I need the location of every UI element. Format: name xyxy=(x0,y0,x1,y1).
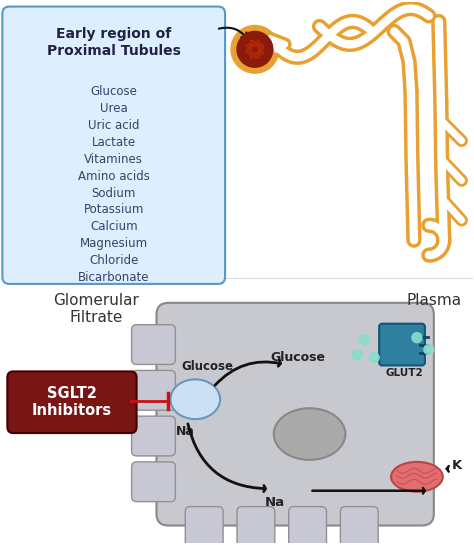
Ellipse shape xyxy=(391,462,443,492)
FancyBboxPatch shape xyxy=(340,507,378,545)
Text: Chloride: Chloride xyxy=(89,254,138,267)
Text: Glucose: Glucose xyxy=(90,85,137,98)
Ellipse shape xyxy=(274,408,346,460)
Text: Plasma: Plasma xyxy=(406,293,461,308)
FancyBboxPatch shape xyxy=(289,507,327,545)
Text: Na: Na xyxy=(264,496,285,508)
Text: Potassium: Potassium xyxy=(83,203,144,216)
Text: Magnesium: Magnesium xyxy=(80,237,148,250)
Circle shape xyxy=(237,32,273,67)
FancyBboxPatch shape xyxy=(132,462,175,501)
FancyBboxPatch shape xyxy=(132,416,175,456)
Circle shape xyxy=(424,344,434,354)
Circle shape xyxy=(231,26,279,73)
Text: Na: Na xyxy=(176,425,195,438)
FancyBboxPatch shape xyxy=(156,303,434,525)
Text: Sodium: Sodium xyxy=(91,186,136,199)
FancyBboxPatch shape xyxy=(8,371,137,433)
Text: Urea: Urea xyxy=(100,102,128,115)
FancyBboxPatch shape xyxy=(185,507,223,545)
Text: Uric acid: Uric acid xyxy=(88,119,139,132)
Text: Calcium: Calcium xyxy=(90,220,137,233)
Text: Glucose: Glucose xyxy=(270,351,325,364)
FancyBboxPatch shape xyxy=(379,324,425,366)
Text: Glucose: Glucose xyxy=(181,360,233,373)
FancyBboxPatch shape xyxy=(132,325,175,365)
Text: K: K xyxy=(452,459,462,473)
Text: Early region of
Proximal Tubules: Early region of Proximal Tubules xyxy=(47,27,181,58)
FancyBboxPatch shape xyxy=(237,507,275,545)
Text: Glomerular
Filtrate: Glomerular Filtrate xyxy=(53,293,139,325)
Circle shape xyxy=(359,335,369,344)
Text: SGLT2
Inhibitors: SGLT2 Inhibitors xyxy=(32,386,112,419)
Text: Bicarbonate: Bicarbonate xyxy=(78,271,149,284)
Text: Lactate: Lactate xyxy=(91,136,136,149)
Text: Vitamines: Vitamines xyxy=(84,153,143,166)
Text: GLUT2: GLUT2 xyxy=(385,368,423,378)
FancyBboxPatch shape xyxy=(2,7,225,284)
Ellipse shape xyxy=(170,379,220,419)
Circle shape xyxy=(369,353,379,362)
Text: Amino acids: Amino acids xyxy=(78,169,150,183)
Circle shape xyxy=(412,332,422,343)
Circle shape xyxy=(352,349,362,360)
FancyBboxPatch shape xyxy=(132,371,175,410)
